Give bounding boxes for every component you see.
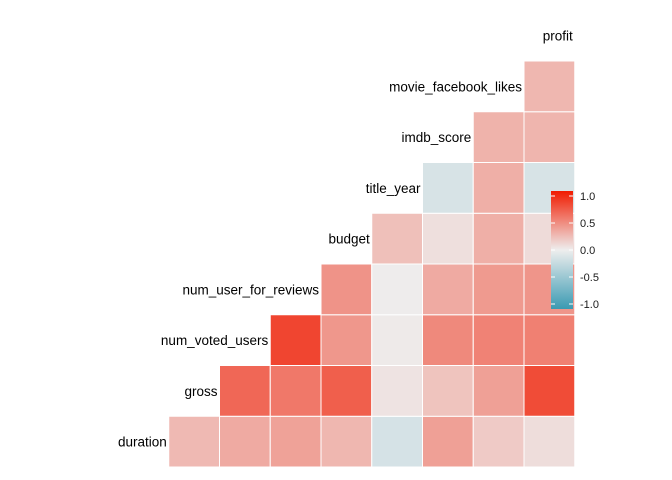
heatmap-cell-gross-duration: [168, 415, 220, 468]
variable-label-budget: budget: [328, 232, 370, 247]
heatmap-cell-title_year-budget: [371, 212, 423, 265]
heatmap-cell-movie_facebook_likes-duration: [472, 415, 525, 468]
colorbar-tick-label: 0.0: [580, 245, 595, 257]
heatmap-cell-movie_facebook_likes-budget: [472, 212, 525, 265]
variable-labels: duration gross num_voted_users num_user_for…: [118, 29, 573, 450]
heatmap-cell-movie_facebook_likes-imdb_score: [472, 111, 525, 163]
variable-label-duration: duration: [118, 435, 167, 450]
heatmap-cell-imdb_score-budget: [422, 212, 474, 265]
heatmap-cell-title_year-gross: [371, 365, 423, 417]
heatmap-cell-movie_facebook_likes-num_voted_users: [472, 314, 525, 366]
variable-label-title_year: title_year: [366, 181, 421, 196]
heatmap-cell-num_user_for_reviews-num_voted_users: [269, 314, 322, 366]
heatmap-cell-budget-num_voted_users: [320, 314, 373, 366]
heatmap-cell-imdb_score-title_year: [422, 162, 474, 214]
variable-label-num_voted_users: num_voted_users: [161, 333, 269, 348]
heatmap-cell-title_year-num_voted_users: [371, 314, 423, 366]
heatmap-cell-title_year-duration: [371, 415, 423, 468]
heatmap-cell-imdb_score-num_user_for_reviews: [422, 263, 474, 316]
heatmap-cell-budget-gross: [320, 365, 373, 417]
heatmap-cell-profit-imdb_score: [523, 111, 576, 163]
variable-label-profit: profit: [543, 29, 573, 44]
heatmap-cell-imdb_score-num_voted_users: [422, 314, 474, 366]
variable-label-num_user_for_reviews: num_user_for_reviews: [182, 282, 319, 297]
heatmap-cell-num_voted_users-gross: [219, 365, 271, 417]
heatmap-cell-imdb_score-gross: [422, 365, 474, 417]
heatmap-cell-title_year-num_user_for_reviews: [371, 263, 423, 316]
colorbar-gradient: [551, 191, 573, 309]
colorbar-legend: 1.0 0.5 0.0 -0.5 -1.0: [551, 191, 599, 311]
heatmap-cells: [168, 60, 576, 468]
heatmap-cell-movie_facebook_likes-gross: [472, 365, 525, 417]
colorbar-tick-label: -0.5: [580, 272, 599, 284]
heatmap-cell-profit-gross: [523, 365, 576, 417]
colorbar-tick-label: 0.5: [580, 218, 595, 230]
heatmap-cell-profit-movie_facebook_likes: [523, 60, 576, 113]
heatmap-cell-movie_facebook_likes-num_user_for_reviews: [472, 263, 525, 316]
heatmap-cell-imdb_score-duration: [422, 415, 474, 468]
heatmap-cell-budget-num_user_for_reviews: [320, 263, 373, 316]
variable-label-imdb_score: imdb_score: [401, 130, 471, 145]
colorbar-tick-label: 1.0: [580, 191, 595, 203]
heatmap-cell-num_user_for_reviews-gross: [269, 365, 322, 417]
heatmap-cell-profit-num_voted_users: [523, 314, 576, 366]
variable-label-movie_facebook_likes: movie_facebook_likes: [389, 79, 522, 94]
variable-label-gross: gross: [184, 384, 217, 399]
colorbar-tick-label: -1.0: [580, 299, 599, 311]
heatmap-cell-budget-duration: [320, 415, 373, 468]
heatmap-cell-num_voted_users-duration: [219, 415, 271, 468]
heatmap-cell-movie_facebook_likes-title_year: [472, 162, 525, 214]
heatmap-cell-num_user_for_reviews-duration: [269, 415, 322, 468]
heatmap-cell-profit-duration: [523, 415, 576, 468]
